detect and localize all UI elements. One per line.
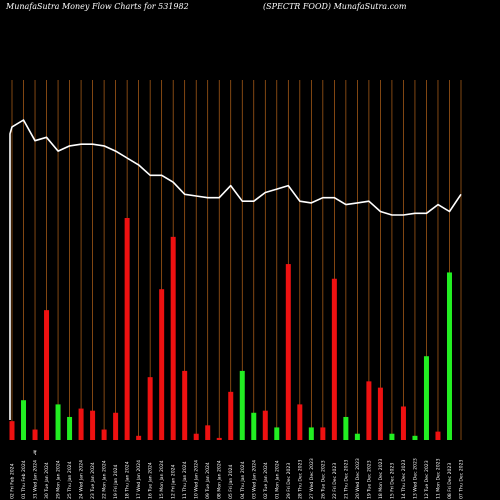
money-flow-bar bbox=[205, 425, 211, 440]
x-tick-label: 11 Mon Dec 2023 bbox=[436, 458, 442, 499]
x-tick-label: 19 Fri Jan 2024 bbox=[113, 464, 119, 499]
x-tick-label: 17 Wed Jan 2024 bbox=[136, 460, 142, 499]
money-flow-bar bbox=[446, 272, 452, 440]
x-tick-label: 28 Thu Dec 2023 bbox=[297, 459, 303, 499]
chart-subtitle: (SPECTR FOOD) MunafaSutra.com bbox=[263, 2, 407, 11]
money-flow-bar bbox=[435, 431, 441, 440]
money-flow-bar bbox=[55, 404, 61, 440]
x-tick-label: 14 Thu Dec 2023 bbox=[401, 459, 407, 499]
money-flow-bar bbox=[228, 391, 234, 440]
x-tick-label: 15 Mon Jan 2024 bbox=[159, 460, 165, 499]
x-tick-label: 11 Thu Jan 2024 bbox=[182, 461, 188, 499]
money-flow-bar bbox=[412, 435, 418, 440]
x-tick-label: 08 Mon Jan 2024 bbox=[217, 460, 223, 499]
money-flow-bar bbox=[239, 370, 245, 440]
money-flow-bar bbox=[193, 433, 199, 440]
money-flow-bar bbox=[147, 377, 153, 440]
money-flow-bar bbox=[113, 412, 119, 440]
money-flow-bar bbox=[343, 416, 349, 440]
money-flow-bar bbox=[90, 410, 96, 440]
x-tick-label: 08 Fri Dec 2023 bbox=[447, 463, 453, 499]
x-tick-label: 01 Mon Jan 2024 bbox=[274, 460, 280, 499]
money-flow-bar bbox=[389, 433, 395, 440]
x-tick-label: 13 Wed Dec 2023 bbox=[412, 458, 418, 499]
money-flow-bar bbox=[366, 381, 372, 440]
x-tick-label: 03 Wed Jan 2024 bbox=[251, 460, 257, 499]
money-flow-bar bbox=[124, 218, 130, 440]
x-tick-label: 09 Tue Jan 2024 bbox=[205, 462, 211, 499]
money-flow-bar bbox=[320, 427, 326, 440]
x-tick-label: 27 Wed Dec 2023 bbox=[309, 458, 315, 499]
x-tick-label: 12 Fri Jan 2024 bbox=[171, 464, 177, 499]
money-flow-bar bbox=[251, 412, 257, 440]
x-tick-label: 19 Tue Dec 2023 bbox=[366, 460, 372, 499]
money-flow-bar bbox=[331, 278, 337, 440]
money-flow-bar bbox=[170, 236, 176, 440]
money-flow-bar bbox=[377, 387, 383, 440]
money-flow-bar bbox=[159, 289, 165, 440]
money-flow-bar bbox=[101, 429, 107, 440]
x-tick-label: 26 Tue Dec 2023 bbox=[320, 460, 326, 499]
x-tick-label: 18 Mon Dec 2023 bbox=[378, 458, 384, 499]
money-flow-bar bbox=[354, 433, 360, 440]
money-flow-bars bbox=[9, 218, 452, 440]
money-flow-bar bbox=[216, 437, 222, 440]
price-line bbox=[9, 119, 462, 420]
currency-marker: ₹ bbox=[33, 450, 37, 457]
x-tick-label: 10 Wed Jan 2024 bbox=[194, 460, 200, 499]
money-flow-bar bbox=[308, 427, 314, 440]
x-tick-label: 23 Tue Jan 2024 bbox=[90, 462, 96, 499]
money-flow-bar bbox=[32, 429, 38, 440]
x-tick-label: 22 Mon Jan 2024 bbox=[102, 460, 108, 499]
x-tick-label: 24 Wed Jan 2024 bbox=[79, 460, 85, 499]
x-tick-label: 01 Thu Feb 2024 bbox=[21, 460, 27, 499]
x-tick-label: 12 Tue Dec 2023 bbox=[424, 460, 430, 499]
money-flow-bar bbox=[44, 310, 50, 440]
x-tick-label: 02 Fri Feb 2024 bbox=[10, 463, 16, 499]
x-tick-label: 29 Mon Jan 2024 bbox=[56, 460, 62, 499]
money-flow-bar bbox=[182, 370, 188, 440]
money-flow-bar bbox=[136, 435, 142, 440]
money-flow-bar bbox=[274, 427, 280, 440]
x-tick-label: 15 Fri Dec 2023 bbox=[389, 463, 395, 499]
money-flow-bar bbox=[297, 404, 303, 440]
x-tick-label: 22 Fri Dec 2023 bbox=[332, 463, 338, 499]
money-flow-bar bbox=[262, 410, 268, 440]
money-flow-bar bbox=[9, 421, 15, 440]
x-tick-label: 20 Wed Dec 2023 bbox=[355, 458, 361, 499]
x-tick-label: 25 Thu Jan 2024 bbox=[67, 461, 73, 499]
x-tick-label: 18 Thu Jan 2024 bbox=[125, 461, 131, 499]
money-flow-bar bbox=[21, 400, 27, 440]
chart-title: MunafaSutra Money Flow Charts for 531982 bbox=[6, 2, 189, 11]
price-line-group bbox=[9, 119, 462, 420]
money-flow-bar bbox=[285, 264, 291, 440]
x-tick-label: 31 Wed Jan 2024 bbox=[33, 460, 39, 499]
x-tick-label: 30 Tue Jan 2024 bbox=[44, 462, 50, 499]
money-flow-bar bbox=[423, 356, 429, 440]
x-tick-label: 02 Tue Jan 2024 bbox=[263, 462, 269, 499]
x-tick-label: 16 Tue Jan 2024 bbox=[148, 462, 154, 499]
grid-lines bbox=[11, 80, 462, 440]
x-tick-label: 21 Thu Dec 2023 bbox=[343, 459, 349, 499]
x-tick-label: 05 Fri Jan 2024 bbox=[228, 464, 234, 499]
money-flow-bar bbox=[78, 408, 84, 440]
money-flow-bar bbox=[67, 416, 73, 440]
x-tick-label: 04 Thu Jan 2024 bbox=[240, 461, 246, 499]
x-tick-label: 29 Fri Dec 2023 bbox=[286, 463, 292, 499]
x-axis-labels: ₹02 Fri Feb 2024 01 Thu Feb 2024 31 Wed Ja… bbox=[10, 450, 465, 499]
money-flow-bar bbox=[400, 406, 406, 440]
x-tick-label: 07 Thu Dec 2023 bbox=[459, 459, 465, 499]
